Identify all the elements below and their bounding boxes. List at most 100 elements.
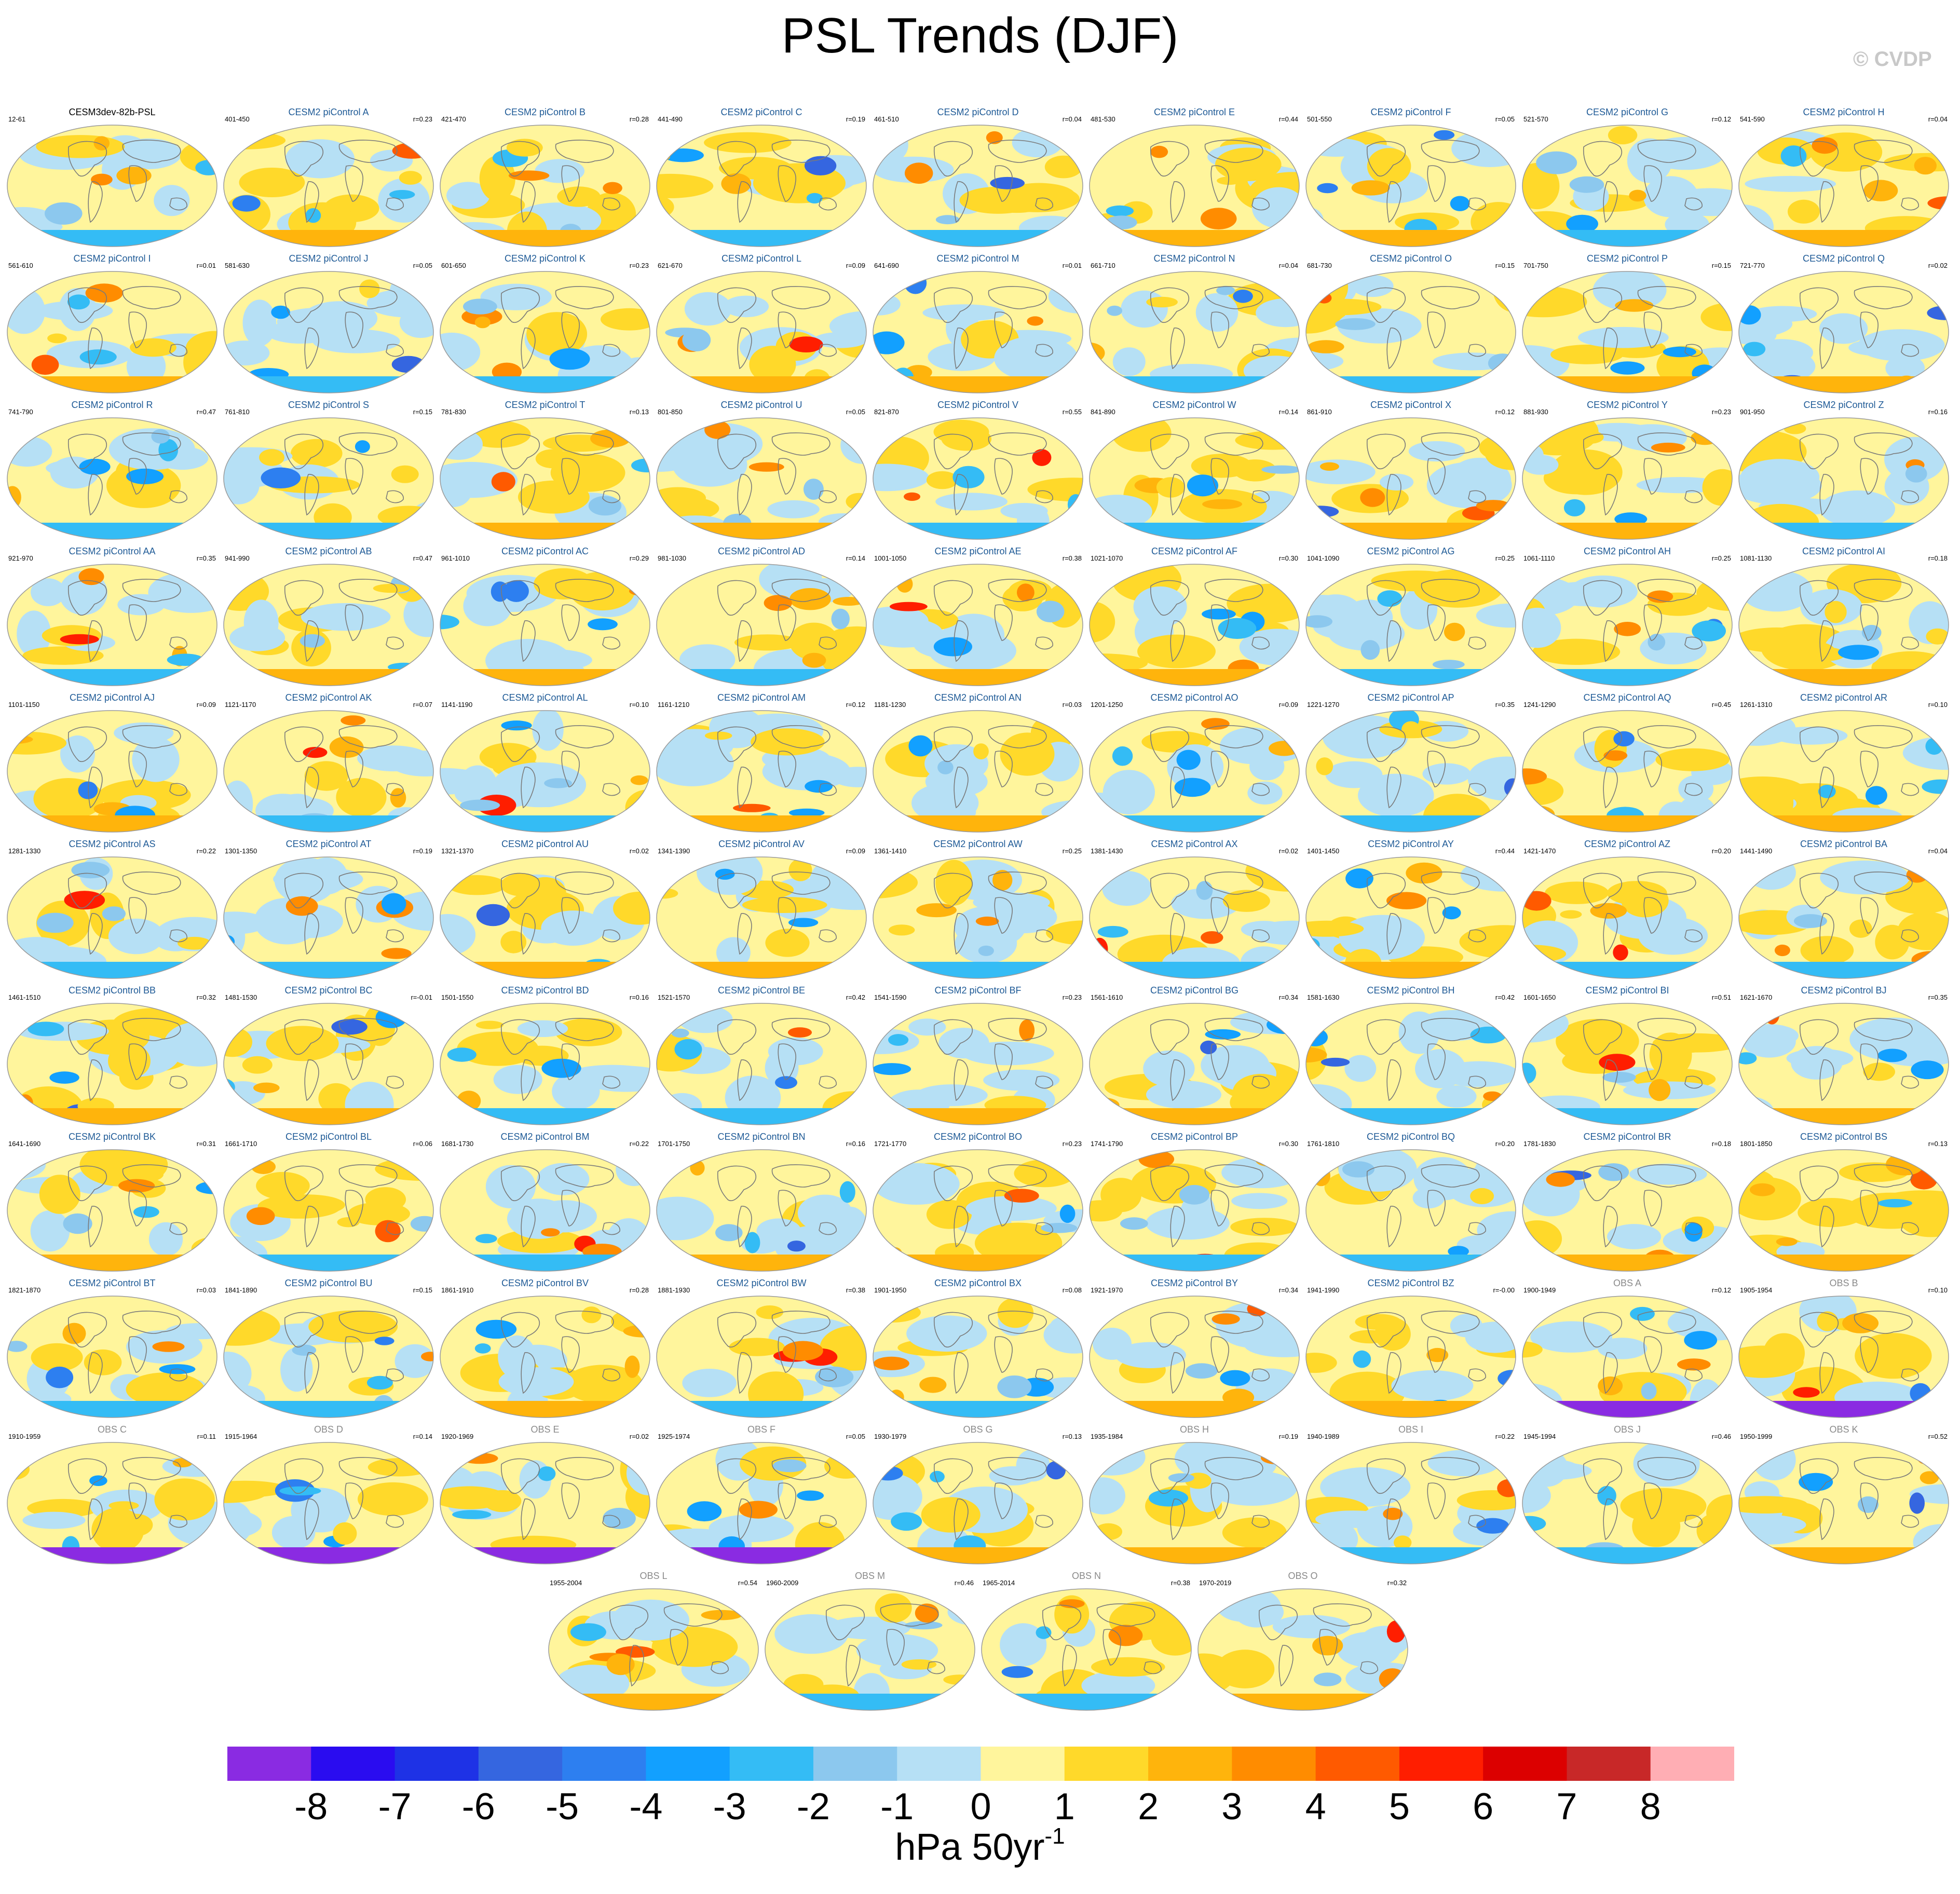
field-patch bbox=[1090, 601, 1115, 643]
continent-outline bbox=[771, 1018, 831, 1041]
continent-outline bbox=[602, 929, 620, 943]
anomaly-centre bbox=[1379, 1668, 1406, 1690]
anomaly-centre bbox=[1120, 1217, 1148, 1230]
continent-outline bbox=[1860, 604, 1879, 641]
map-panel: CESM2 piControl BW 1881-1930 r=0.38 bbox=[656, 1275, 867, 1418]
continent-outline bbox=[1603, 1059, 1618, 1101]
trend-map bbox=[1089, 1149, 1300, 1272]
anomaly-centre bbox=[904, 492, 920, 501]
continent-outline bbox=[880, 1603, 939, 1627]
continent-outline bbox=[338, 579, 398, 602]
continent-outline bbox=[1583, 141, 1622, 176]
continent-outline bbox=[1319, 1629, 1338, 1666]
field-patch bbox=[1819, 313, 1868, 344]
continent-outline bbox=[737, 1059, 752, 1101]
continent-outline bbox=[1468, 490, 1486, 503]
continent-outline bbox=[1170, 1352, 1185, 1394]
continent-outline bbox=[1062, 1645, 1077, 1687]
panel-title: CESM2 piControl BU bbox=[284, 1278, 373, 1288]
continent-outline bbox=[1421, 140, 1480, 163]
southern-ocean-band bbox=[1739, 1108, 1949, 1125]
field-patch bbox=[31, 1343, 83, 1372]
continent-outline bbox=[1035, 1075, 1053, 1089]
continent-outline bbox=[67, 433, 107, 469]
anomaly-centre bbox=[1877, 1048, 1907, 1062]
field-patch bbox=[1102, 770, 1155, 814]
panel-years: 421-470 bbox=[441, 115, 466, 123]
trend-field bbox=[224, 1003, 433, 1125]
panel-title: CESM2 piControl AQ bbox=[1583, 692, 1671, 703]
anomaly-centre bbox=[606, 1654, 635, 1675]
continent-outline bbox=[1150, 287, 1189, 323]
panel-title: CESM2 piControl BH bbox=[1367, 985, 1455, 996]
anomaly-centre bbox=[1349, 1330, 1390, 1344]
anomaly-centre bbox=[1442, 906, 1461, 920]
field-patch bbox=[22, 646, 104, 665]
anomaly-centre bbox=[935, 215, 960, 225]
continent-outline bbox=[555, 1018, 614, 1041]
continent-outline bbox=[954, 474, 969, 516]
continent-outline bbox=[771, 725, 831, 748]
field-patch bbox=[765, 929, 810, 957]
continent-outline bbox=[1251, 490, 1270, 503]
continent-outline bbox=[338, 1457, 398, 1480]
field-patch bbox=[1367, 148, 1411, 185]
map-border bbox=[440, 271, 650, 393]
map-border bbox=[656, 856, 867, 979]
anomaly-centre bbox=[1603, 750, 1628, 761]
field-patch bbox=[1627, 138, 1672, 183]
field-patch bbox=[541, 910, 606, 946]
continent-outline bbox=[602, 1368, 620, 1382]
trend-map bbox=[873, 1442, 1083, 1564]
continent-outline bbox=[1251, 344, 1270, 357]
panel-years: 1261-1310 bbox=[1740, 701, 1773, 708]
anomaly-centre bbox=[992, 870, 1013, 891]
anomaly-centre bbox=[1174, 778, 1211, 797]
field-patch bbox=[1415, 1049, 1466, 1088]
continent-outline bbox=[561, 1043, 580, 1080]
anomaly-centre bbox=[1306, 725, 1326, 738]
continent-outline bbox=[1603, 474, 1618, 516]
trend-field bbox=[7, 271, 217, 393]
anomaly-centre bbox=[831, 608, 850, 630]
anomaly-centre bbox=[1613, 731, 1635, 747]
continent-outline bbox=[128, 458, 147, 495]
continent-outline bbox=[1278, 1645, 1294, 1687]
panel-years: 541-590 bbox=[1740, 115, 1765, 123]
panel-years: 1761-1810 bbox=[1307, 1140, 1340, 1148]
panel-title: CESM2 piControl AJ bbox=[69, 692, 155, 703]
anomaly-centre bbox=[1608, 126, 1638, 145]
colorbar-tick-label: -1 bbox=[880, 1786, 914, 1828]
anomaly-centre bbox=[1444, 622, 1465, 642]
continent-outline bbox=[1366, 580, 1406, 616]
panel-title: CESM2 piControl BS bbox=[1800, 1132, 1888, 1142]
continent-outline bbox=[88, 1352, 103, 1394]
trend-map bbox=[7, 125, 217, 247]
cvdp-credit: © CVDP bbox=[1853, 48, 1932, 71]
panel-title: CESM2 piControl BA bbox=[1800, 839, 1888, 849]
continent-outline bbox=[737, 181, 752, 223]
panel-years: 1401-1450 bbox=[1307, 847, 1340, 855]
field-patch bbox=[1256, 298, 1299, 328]
anomaly-centre bbox=[997, 1375, 1032, 1398]
southern-ocean-band bbox=[224, 523, 433, 539]
anomaly-centre bbox=[839, 1181, 855, 1203]
anomaly-centre bbox=[937, 760, 954, 774]
map-panel: CESM2 piControl AV 1341-1390 r=0.09 bbox=[656, 836, 867, 979]
trend-map bbox=[656, 856, 867, 979]
continent-outline bbox=[122, 1018, 181, 1041]
continent-outline bbox=[1637, 1457, 1696, 1480]
map-panel: CESM2 piControl BR 1781-1830 r=0.18 bbox=[1521, 1128, 1733, 1272]
anomaly-centre bbox=[341, 715, 366, 726]
anomaly-centre bbox=[1148, 1489, 1189, 1507]
anomaly-centre bbox=[1566, 214, 1598, 233]
trend-map bbox=[873, 417, 1083, 540]
trend-map bbox=[1738, 564, 1949, 686]
panel-years: 1001-1050 bbox=[874, 554, 907, 562]
continent-outline bbox=[1799, 1019, 1839, 1055]
southern-ocean-band bbox=[224, 376, 433, 393]
panel-title: CESM2 piControl AL bbox=[502, 692, 588, 703]
panel-pattern-correlation: r=0.14 bbox=[413, 1433, 432, 1440]
panel-pattern-correlation: r=0.16 bbox=[1928, 408, 1948, 416]
anomaly-centre bbox=[772, 1459, 807, 1473]
